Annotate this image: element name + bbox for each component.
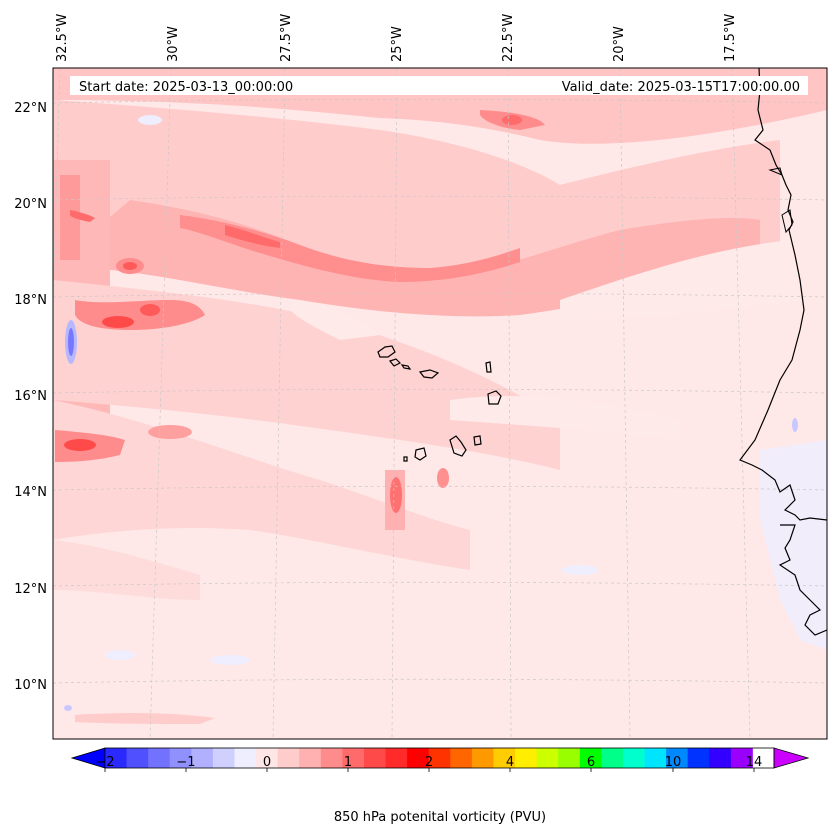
- colorbar-swatch: [515, 748, 538, 768]
- lat-label: 14°N: [14, 485, 47, 500]
- colorbar-swatch: [126, 748, 149, 768]
- lat-label: 22°N: [14, 101, 47, 116]
- colorbar-swatch: [342, 748, 365, 768]
- colorbar-swatch: [687, 748, 710, 768]
- colorbar-swatch: [493, 748, 516, 768]
- colorbar-swatch: [622, 748, 645, 768]
- colorbar-swatch: [709, 748, 732, 768]
- colorbar-swatch: [385, 748, 408, 768]
- colorbar-swatch: [601, 748, 624, 768]
- lat-label: 12°N: [14, 582, 47, 597]
- colorbar: [70, 747, 810, 772]
- lon-label: 17.5°W: [723, 14, 738, 62]
- colorbar-tick: −1: [176, 755, 195, 770]
- start-date-label: Start date: 2025-03-13_00:00:00: [79, 80, 293, 95]
- lat-label: 10°N: [14, 678, 47, 693]
- colorbar-swatch: [428, 748, 451, 768]
- lat-label: 18°N: [14, 293, 47, 308]
- colorbar-swatch: [256, 748, 279, 768]
- colorbar-swatch: [536, 748, 559, 768]
- map-frame: [52, 67, 828, 740]
- colorbar-swatch: [277, 748, 300, 768]
- colorbar-tick: 6: [587, 755, 595, 770]
- colorbar-extend-max: [773, 747, 810, 769]
- colorbar-swatch: [299, 748, 322, 768]
- colorbar-swatch: [363, 748, 386, 768]
- colorbar-swatch: [148, 748, 171, 768]
- colorbar-swatch: [644, 748, 667, 768]
- colorbar-swatch: [471, 748, 494, 768]
- lat-label: 16°N: [14, 389, 47, 404]
- colorbar-ticks: −2 −1 0 1 2 4 6 10 14: [95, 755, 762, 770]
- lat-label: 20°N: [14, 197, 47, 212]
- lon-label: 20°W: [612, 26, 627, 62]
- lon-labels: 32.5°W 30°W 27.5°W 25°W 22.5°W 20°W 17.5…: [55, 14, 738, 62]
- lon-label: 32.5°W: [55, 14, 70, 62]
- colorbar-swatch: [407, 748, 430, 768]
- colorbar-swatch: [234, 748, 257, 768]
- colorbar-tick: 14: [746, 755, 763, 770]
- colorbar-swatch: [450, 748, 473, 768]
- lon-label: 27.5°W: [279, 14, 294, 62]
- lon-label: 25°W: [390, 26, 405, 62]
- colorbar-swatch: [558, 748, 581, 768]
- valid-date-label: Valid_date: 2025-03-15T17:00:00.00: [562, 80, 800, 95]
- colorbar-tick: 2: [425, 755, 433, 770]
- colorbar-swatch: [212, 748, 235, 768]
- colorbar-tick: 1: [344, 755, 352, 770]
- gridlines: [53, 68, 827, 739]
- colorbar-swatch: [105, 748, 127, 768]
- africa-coastline: [739, 68, 827, 636]
- islands-coastline: [377, 345, 502, 462]
- colorbar-frame: [104, 747, 775, 769]
- lon-label: 22.5°W: [501, 14, 516, 62]
- lat-labels: 22°N 20°N 18°N 16°N 14°N 12°N 10°N: [14, 101, 47, 693]
- colorbar-tick: 4: [506, 755, 514, 770]
- header-box: [70, 76, 808, 95]
- colorbar-label: 850 hPa potenital vorticity (PVU): [334, 810, 546, 825]
- colorbar-swatch: [169, 748, 192, 768]
- colorbar-tick: −2: [95, 755, 114, 770]
- colorbar-swatch: [666, 748, 689, 768]
- pv-field: [53, 68, 827, 739]
- colorbar-swatch: [730, 748, 753, 768]
- lon-label: 30°W: [166, 26, 181, 62]
- colorbar-swatch: [579, 748, 602, 768]
- colorbar-tick: 0: [263, 755, 271, 770]
- colorbar-swatch: [191, 748, 214, 768]
- colorbar-swatch: [320, 748, 343, 768]
- colorbar-tick: 10: [665, 755, 682, 770]
